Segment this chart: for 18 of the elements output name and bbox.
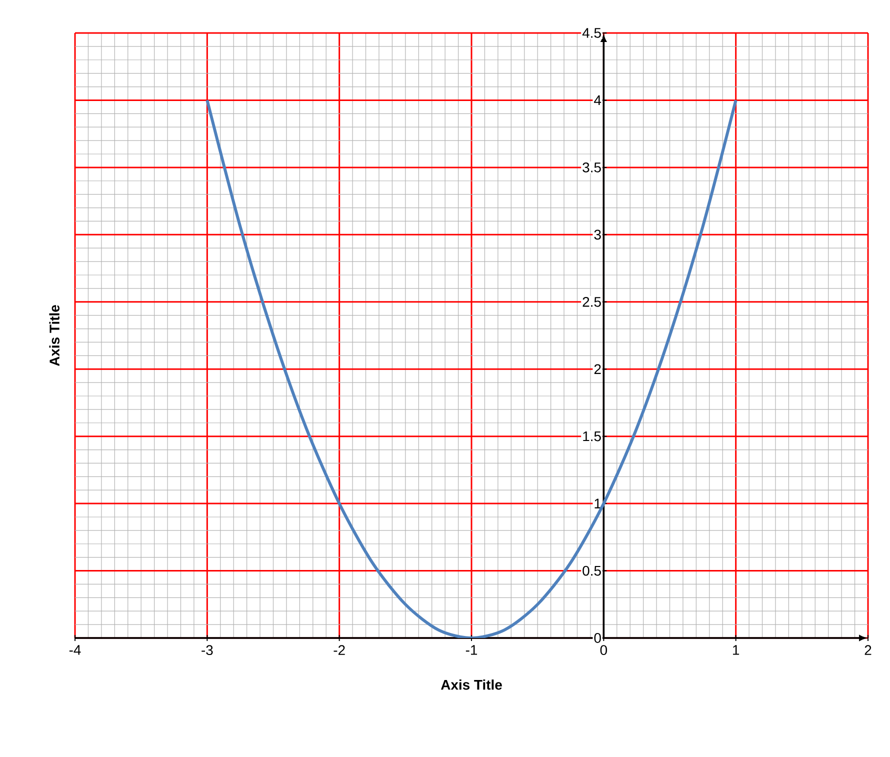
y-tick-label: 4 xyxy=(594,95,602,106)
y-tick-label: 2.5 xyxy=(582,296,601,307)
x-tick-label: -3 xyxy=(202,645,213,656)
x-axis-title: Axis Title xyxy=(440,680,502,690)
y-tick-label: 3 xyxy=(594,230,601,240)
y-tick-label: 3.5 xyxy=(582,162,601,172)
y-tick-label: 2 xyxy=(594,364,601,374)
y-axis-title: Axis Title xyxy=(49,305,60,366)
y-tick-label: 1.5 xyxy=(583,431,601,442)
x-tick-label: -1 xyxy=(466,645,478,655)
x-tick-label: 1 xyxy=(733,645,740,655)
y-tick-label: 4.5 xyxy=(582,28,601,38)
x-tick-label: -4 xyxy=(69,645,81,655)
y-tick-label: 0 xyxy=(594,633,601,643)
x-tick-label: -2 xyxy=(334,645,345,655)
y-tick-label: 0.5 xyxy=(582,566,601,576)
y-tick-label: 1 xyxy=(594,498,601,508)
x-tick-label: 2 xyxy=(864,645,872,655)
